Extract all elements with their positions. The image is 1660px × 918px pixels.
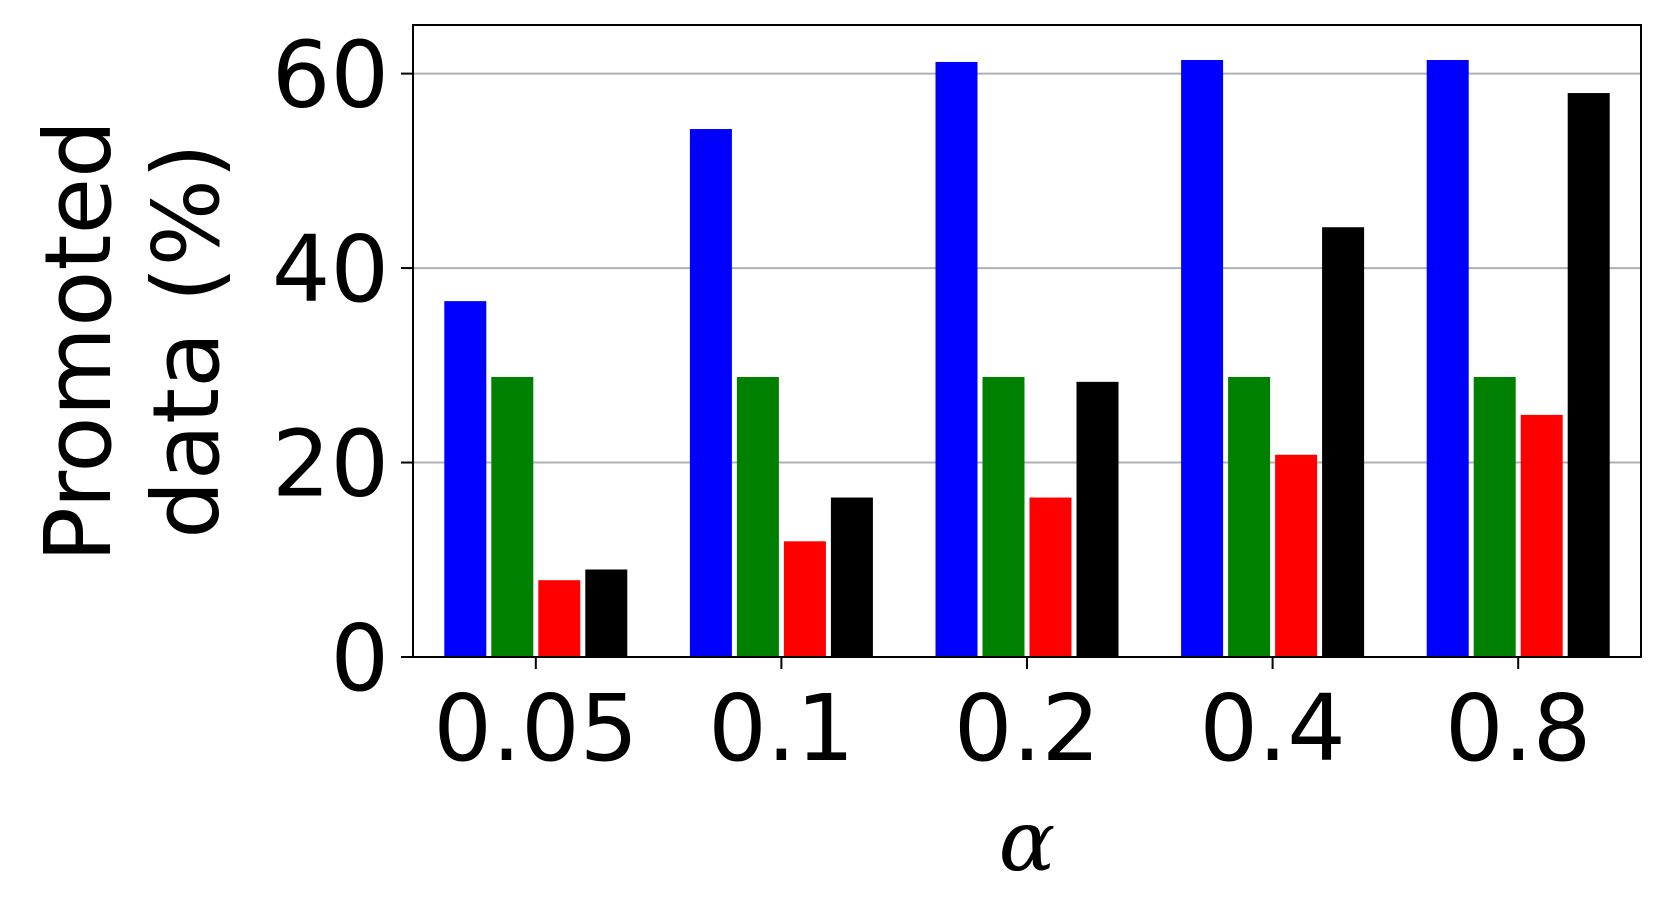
x-tick-label: 0.8 — [1445, 675, 1591, 782]
bar — [1322, 227, 1365, 658]
bar — [1228, 376, 1271, 657]
axis-labels: Promoteddata (%) α — [25, 120, 1055, 890]
bar — [491, 376, 534, 657]
bar — [1426, 60, 1469, 658]
bars — [444, 60, 1610, 658]
bar — [1520, 414, 1563, 657]
bar — [1076, 381, 1119, 657]
bar — [1275, 454, 1318, 657]
x-axis-label: α — [999, 792, 1056, 890]
bar — [689, 129, 732, 657]
bar — [1473, 376, 1516, 657]
bar — [736, 376, 779, 657]
y-axis-label-line: Promoted — [25, 120, 132, 563]
y-tick-label: 40 — [272, 216, 389, 323]
bar — [982, 376, 1025, 657]
y-axis-label-line: data (%) — [133, 143, 240, 539]
x-tick-label: 0.4 — [1199, 675, 1345, 782]
x-tick-label: 0.1 — [708, 675, 854, 782]
ticks: 0 20 40 60 0.05 0.1 0.2 0.4 0.8 — [272, 22, 1591, 782]
y-tick-label: 0 — [330, 605, 389, 712]
y-tick-label: 60 — [272, 22, 389, 129]
bar — [585, 569, 628, 657]
bar — [783, 541, 826, 657]
bar — [1029, 497, 1072, 657]
bar — [830, 497, 873, 657]
bar — [935, 61, 978, 657]
bar — [1181, 60, 1224, 658]
bar — [444, 301, 487, 657]
x-tick-label: 0.05 — [433, 675, 638, 782]
y-axis-label: Promoteddata (%) — [25, 120, 240, 563]
y-tick-label: 20 — [272, 411, 389, 518]
bar — [538, 580, 581, 657]
bar — [1567, 93, 1610, 658]
x-tick-label: 0.2 — [954, 675, 1100, 782]
